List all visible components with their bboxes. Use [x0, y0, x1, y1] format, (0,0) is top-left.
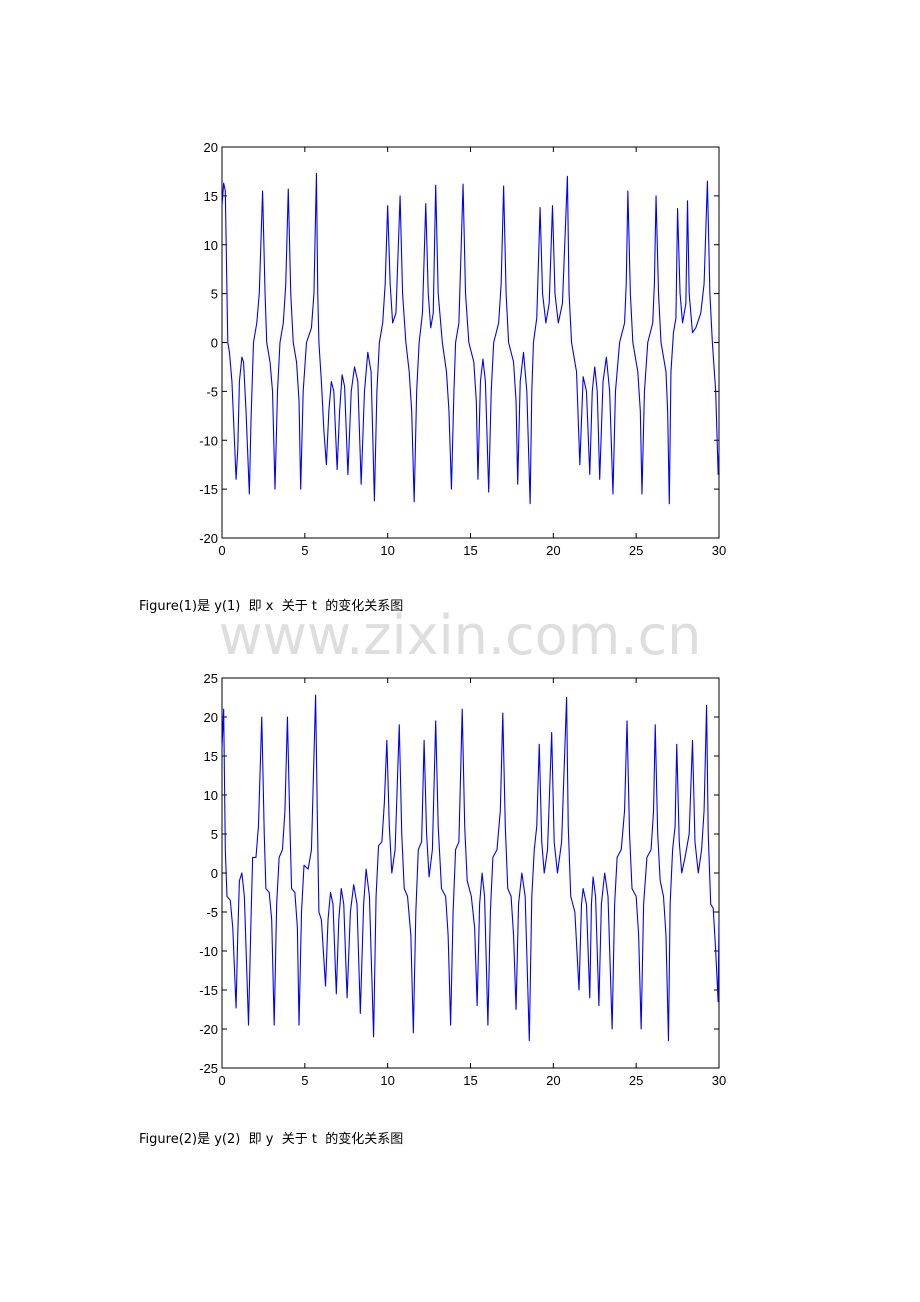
x-tick-label: 30 [712, 543, 726, 558]
x-tick-label: 20 [546, 1073, 560, 1088]
data-line [221, 694, 720, 1042]
y-tick-label: -5 [206, 384, 218, 399]
y-tick-label: 10 [204, 238, 218, 253]
x-tick-label: 0 [218, 543, 225, 558]
y-tick-label: -10 [199, 433, 218, 448]
y-tick-label: 15 [204, 189, 218, 204]
watermark: www.zixin.com.cn [218, 604, 702, 667]
y-tick-label: -5 [206, 905, 218, 920]
figure-caption: Figure(1)是 y(1) 即 x 关于 t 的变化关系图 [139, 599, 404, 614]
y-tick-label: -25 [199, 1061, 218, 1076]
x-tick-label: 15 [463, 543, 477, 558]
y-tick-label: -15 [199, 482, 218, 497]
x-tick-label: 10 [380, 1073, 394, 1088]
x-tick-label: 15 [463, 1073, 477, 1088]
y-tick-label: 5 [211, 827, 218, 842]
plot-area [221, 146, 720, 539]
y-tick-label: 20 [204, 140, 218, 155]
y-tick-label: -20 [199, 531, 218, 546]
y-tick-label: -20 [199, 1022, 218, 1037]
y-tick-label: -15 [199, 983, 218, 998]
y-tick-label: -10 [199, 944, 218, 959]
y-tick-label: 0 [211, 336, 218, 351]
x-tick-label: 0 [218, 1073, 225, 1088]
x-tick-label: 5 [301, 543, 308, 558]
figure-caption: Figure(2)是 y(2) 即 y 关于 t 的变化关系图 [139, 1132, 404, 1147]
y-tick-label: 25 [204, 671, 218, 686]
plot-area [221, 677, 720, 1069]
y-tick-label: 20 [204, 710, 218, 725]
y-tick-label: 10 [204, 788, 218, 803]
x-tick-label: 10 [380, 543, 394, 558]
y-tick-label: 5 [211, 287, 218, 302]
x-tick-label: 30 [712, 1073, 726, 1088]
x-tick-label: 25 [629, 1073, 643, 1088]
y-tick-label: 0 [211, 866, 218, 881]
x-tick-label: 5 [301, 1073, 308, 1088]
data-line [221, 172, 720, 505]
x-tick-label: 25 [629, 543, 643, 558]
y-tick-label: 15 [204, 749, 218, 764]
x-tick-label: 20 [546, 543, 560, 558]
